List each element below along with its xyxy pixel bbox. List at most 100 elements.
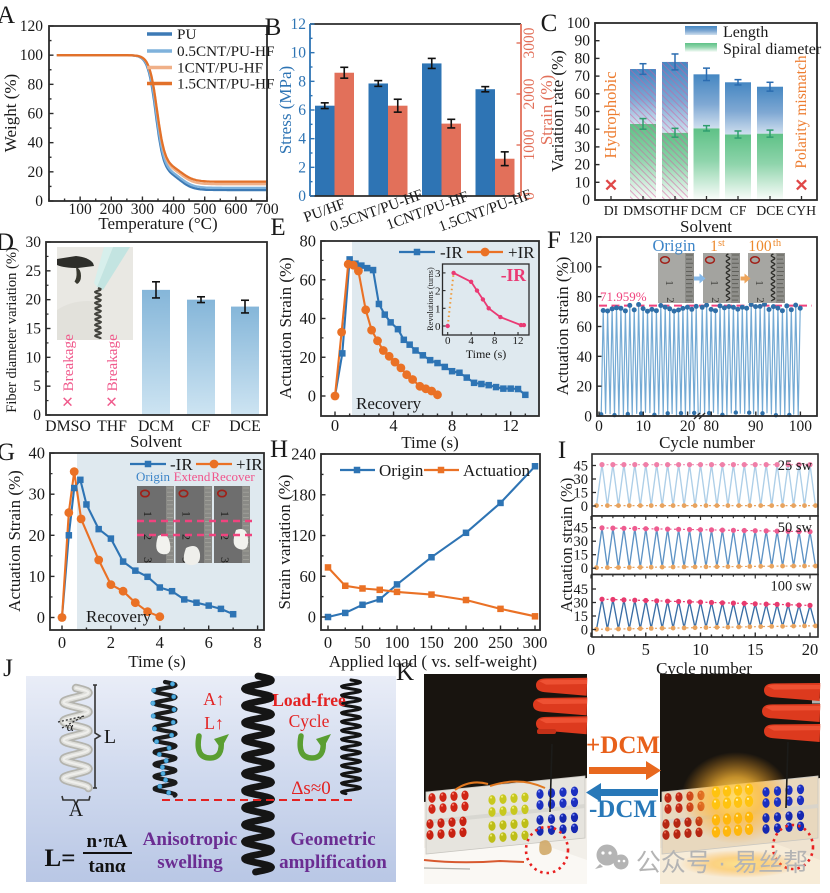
svg-text:Actuation strain (%): Actuation strain (%) [557, 478, 576, 613]
svg-text:Origin: Origin [136, 469, 170, 484]
svg-text:4: 4 [156, 633, 164, 652]
svg-text:10: 10 [575, 174, 591, 191]
svg-text:0: 0 [582, 192, 590, 209]
svg-text:amplification: amplification [279, 852, 387, 873]
svg-text:0: 0 [33, 407, 41, 424]
svg-text:45: 45 [574, 582, 589, 598]
svg-text:0: 0 [308, 387, 316, 406]
svg-text:th: th [773, 238, 782, 249]
svg-text:✕ Breakage: ✕ Breakage [104, 334, 121, 408]
svg-text:Cycle: Cycle [289, 711, 330, 731]
svg-text:6: 6 [205, 633, 213, 652]
svg-text:Strain (%): Strain (%) [537, 75, 556, 145]
svg-text:50 sw: 50 sw [778, 520, 813, 536]
svg-text:A: A [0, 2, 15, 29]
svg-text:20: 20 [680, 418, 696, 435]
svg-text:1: 1 [435, 303, 441, 315]
svg-text:30: 30 [574, 534, 589, 550]
svg-text:Load-free: Load-free [272, 690, 346, 710]
svg-text:150: 150 [419, 633, 444, 652]
svg-text:30: 30 [29, 485, 46, 504]
svg-text:0: 0 [435, 321, 441, 333]
svg-text:Solvent: Solvent [680, 217, 732, 236]
svg-text:5: 5 [33, 378, 41, 395]
svg-text:20: 20 [575, 157, 591, 174]
svg-text:3: 3 [218, 557, 232, 563]
svg-text:45: 45 [574, 459, 589, 475]
svg-text:E: E [270, 214, 285, 241]
svg-text:12: 12 [513, 335, 524, 347]
svg-text:A↑: A↑ [203, 689, 224, 709]
svg-text:α: α [67, 719, 74, 734]
svg-text:10: 10 [26, 349, 42, 366]
svg-text:Polarity mismatch: Polarity mismatch [793, 55, 810, 168]
svg-text:1CNT/PU-HF: 1CNT/PU-HF [177, 60, 263, 77]
svg-text:0: 0 [581, 561, 588, 577]
svg-text:40: 40 [28, 135, 44, 152]
svg-text:100: 100 [569, 259, 593, 276]
svg-text:0: 0 [37, 608, 45, 627]
svg-text:0: 0 [298, 188, 306, 205]
svg-text:4: 4 [298, 131, 306, 148]
svg-text:15: 15 [26, 321, 42, 338]
svg-text:Origin: Origin [379, 461, 424, 480]
svg-text:1.5CNT/PU-HF: 1.5CNT/PU-HF [177, 76, 274, 93]
svg-text:THF: THF [97, 418, 127, 435]
svg-text:Weight (%): Weight (%) [1, 74, 20, 152]
svg-text:10: 10 [29, 567, 46, 586]
svg-text:Recovery: Recovery [86, 607, 152, 626]
svg-text:swelling: swelling [157, 852, 223, 873]
svg-text:2: 2 [218, 534, 232, 540]
svg-text:0: 0 [445, 335, 451, 347]
svg-text:15: 15 [574, 486, 589, 502]
svg-text:0: 0 [581, 623, 588, 639]
svg-text:20: 20 [300, 348, 317, 367]
svg-text:60: 60 [300, 567, 317, 586]
svg-text:100: 100 [567, 15, 591, 32]
svg-text:2: 2 [298, 159, 306, 176]
svg-text:40: 40 [577, 349, 593, 366]
svg-text:20: 20 [26, 292, 42, 309]
svg-text:Applied load ( vs. self-weight: Applied load ( vs. self-weight) [329, 652, 537, 671]
svg-text:40: 40 [575, 121, 591, 138]
svg-text:Stress (MPa): Stress (MPa) [276, 66, 295, 154]
svg-text:80: 80 [704, 418, 720, 435]
svg-text:20: 20 [28, 164, 44, 181]
svg-text:90: 90 [575, 33, 591, 50]
svg-text:L: L [104, 726, 116, 748]
svg-text:CF: CF [730, 203, 747, 218]
svg-text:0: 0 [581, 499, 588, 515]
svg-text:Extend: Extend [174, 469, 211, 484]
svg-text:Time (s): Time (s) [128, 652, 185, 671]
svg-text:30: 30 [574, 596, 589, 612]
svg-text:0.5CNT/PU-HF: 0.5CNT/PU-HF [177, 43, 274, 60]
svg-text:Variation rate (%): Variation rate (%) [548, 50, 567, 172]
svg-text:Origin: Origin [652, 236, 695, 255]
svg-text:DCE: DCE [229, 418, 261, 435]
svg-text:Hydrophobic: Hydrophobic [601, 71, 620, 158]
svg-text:CF: CF [191, 418, 211, 435]
svg-text:240: 240 [291, 445, 316, 464]
svg-text:25: 25 [26, 263, 42, 280]
svg-text:Anisotropic: Anisotropic [143, 829, 238, 850]
svg-text:45: 45 [574, 521, 589, 537]
svg-text:-DCM: -DCM [589, 796, 657, 823]
svg-text:0: 0 [35, 193, 43, 210]
svg-text:80: 80 [300, 232, 317, 251]
svg-text:80: 80 [28, 76, 44, 93]
svg-text:1: 1 [218, 511, 232, 517]
svg-text:st: st [718, 238, 725, 249]
svg-text:100 sw: 100 sw [771, 579, 813, 595]
svg-text:2: 2 [709, 297, 721, 303]
svg-text:CYH: CYH [787, 203, 816, 218]
svg-text:Cycle number: Cycle number [659, 433, 755, 452]
svg-text:I: I [558, 437, 566, 464]
svg-text:10: 10 [636, 418, 652, 435]
svg-text:5: 5 [642, 640, 650, 659]
svg-text:DCM: DCM [138, 418, 174, 435]
svg-text:Geometric: Geometric [290, 829, 375, 850]
svg-text:Spiral diameter: Spiral diameter [723, 41, 822, 58]
svg-text:600: 600 [224, 201, 248, 218]
svg-text:Revolutions (turns): Revolutions (turns) [426, 267, 435, 331]
svg-text:-IR: -IR [501, 265, 527, 285]
